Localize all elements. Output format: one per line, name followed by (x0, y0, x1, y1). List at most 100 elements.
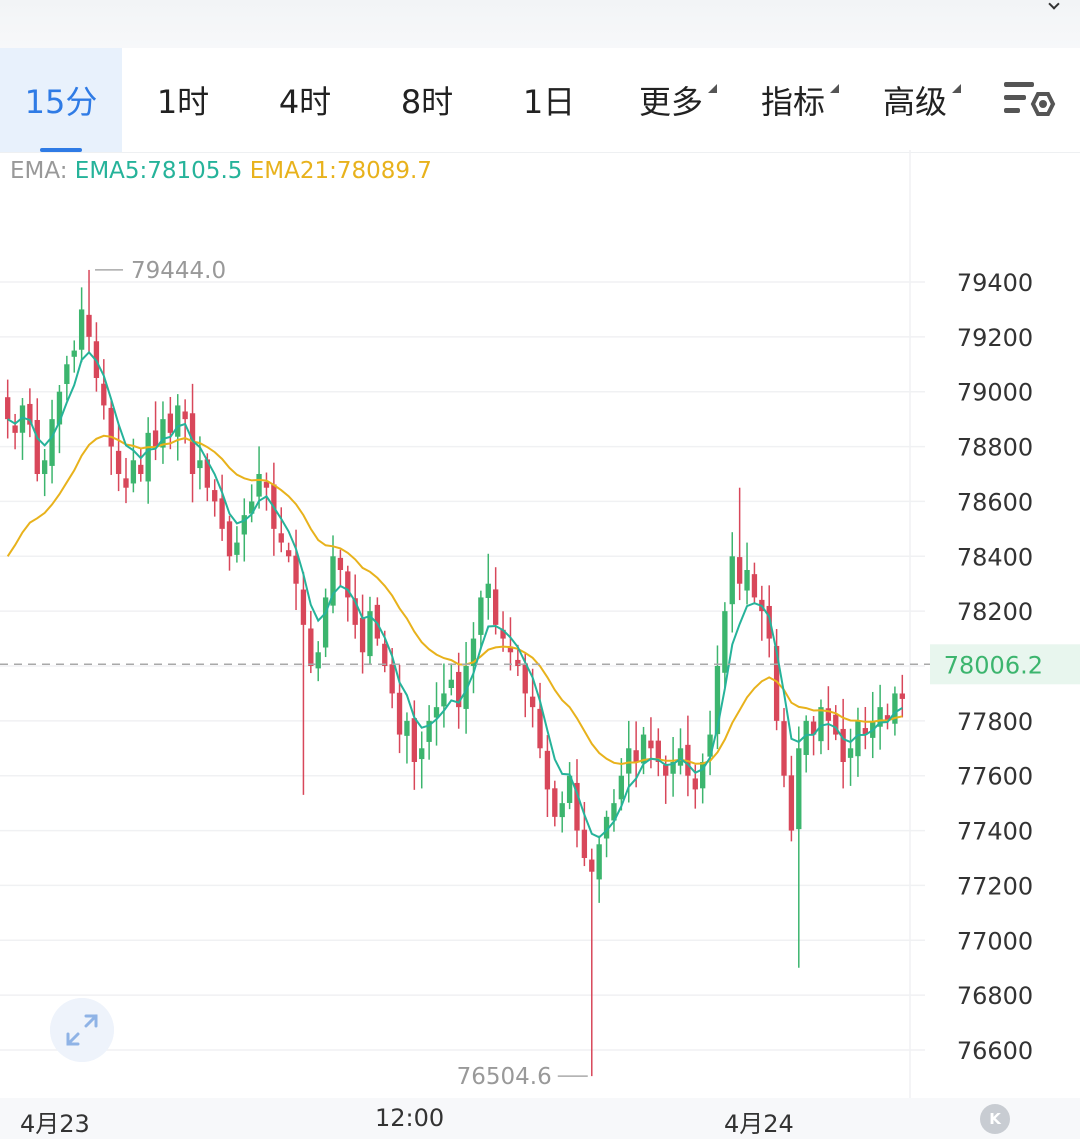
candle-body (574, 782, 580, 831)
candle-body (315, 652, 321, 669)
ema-legend: EMA: EMA5:78105.5 EMA21:78089.7 (10, 158, 432, 184)
candle-body (189, 413, 196, 474)
signal-corner-icon (1048, 0, 1060, 10)
candle-body (544, 750, 551, 790)
candle-body (744, 570, 750, 591)
candle-body (493, 589, 499, 625)
candle-body (411, 718, 417, 762)
y-tick-label: 78800 (957, 434, 1033, 462)
candle-body (847, 748, 854, 758)
chart-settings-icon[interactable] (1000, 78, 1056, 122)
low-marker-label: 76504.6 (457, 1064, 552, 1090)
candle-body (78, 309, 85, 350)
y-tick-label: 77800 (957, 708, 1033, 736)
candle-body (470, 638, 477, 666)
y-tick-label: 76800 (957, 982, 1033, 1010)
candle-body (566, 775, 573, 803)
x-axis-band (0, 1098, 1080, 1139)
candle-body (766, 605, 772, 639)
candle-body (197, 460, 203, 469)
candle-body (833, 714, 839, 735)
candle-body (840, 728, 846, 762)
candle-body (219, 498, 225, 529)
candle-body (537, 708, 543, 749)
candle-body (892, 693, 898, 724)
candle-body (285, 550, 292, 557)
candle-body (352, 598, 358, 625)
tab-label: 8时 (400, 83, 454, 121)
x-tick-label-0: 4月23 (20, 1110, 90, 1138)
candle-body (515, 659, 521, 666)
candle-body (788, 775, 795, 831)
tab-label: 指标 (760, 83, 825, 121)
tab-label: 高级 (882, 83, 947, 121)
status-bar (0, 0, 1080, 48)
candle-body (810, 721, 817, 735)
candle-body (263, 481, 270, 488)
tab-label: 4时 (278, 83, 332, 121)
dropdown-triangle-icon (708, 84, 717, 93)
candle-body (123, 478, 129, 488)
tab-more-dropdown[interactable]: 更多 (610, 48, 732, 152)
legend-ema5: EMA5:78105.5 (74, 158, 243, 184)
ema5-line (7, 350, 903, 839)
candle-body (293, 555, 299, 584)
tab-advanced-dropdown[interactable]: 高级 (854, 48, 976, 152)
tab-indicators-dropdown[interactable]: 指标 (732, 48, 854, 152)
candle-body (49, 419, 55, 466)
tab-15min[interactable]: 15分 (0, 48, 122, 152)
tab-1d[interactable]: 1日 (488, 48, 610, 152)
candle-body (12, 425, 18, 433)
candle-body (722, 611, 728, 673)
candle-body (552, 788, 558, 817)
high-marker-label: 79444.0 (131, 258, 226, 284)
candle-body (359, 617, 366, 653)
candle-body (345, 571, 351, 598)
candle-body (507, 646, 514, 653)
candle-body (367, 611, 373, 657)
expand-arrows-icon[interactable] (50, 998, 114, 1062)
tab-4h[interactable]: 4时 (244, 48, 366, 152)
candle-body (529, 696, 536, 708)
candle-body (603, 816, 610, 839)
candlestick-chart[interactable]: 7940079200790007880078600784007820078000… (0, 150, 1080, 1098)
candle-body (663, 764, 669, 776)
y-tick-label: 79200 (957, 324, 1033, 352)
candle-body (707, 734, 713, 757)
candle-body (182, 411, 188, 420)
candle-body (5, 397, 11, 420)
candle-body (374, 604, 381, 639)
y-tick-label: 77000 (957, 927, 1033, 955)
x-tick-label-2: 4月24 (724, 1110, 794, 1138)
candle-body (175, 405, 181, 437)
tab-8h[interactable]: 8时 (366, 48, 488, 152)
candle-body (419, 748, 425, 760)
candle-body (448, 679, 454, 689)
candle-body (855, 720, 861, 757)
tab-label: 1日 (522, 83, 576, 121)
tab-1h[interactable]: 1时 (122, 48, 244, 152)
candle-body (160, 419, 166, 448)
candle-body (478, 597, 484, 635)
candle-body (389, 664, 395, 694)
candle-body (145, 432, 151, 482)
candle-body (714, 666, 721, 735)
y-tick-label: 77600 (957, 763, 1033, 791)
candle-body (138, 464, 144, 474)
ema21-line (6, 434, 903, 766)
candle-body (640, 734, 647, 764)
candle-body (648, 740, 654, 749)
candle-body (226, 521, 233, 557)
dropdown-triangle-icon (952, 84, 961, 93)
candle-body (618, 775, 625, 800)
candle-body (463, 666, 469, 709)
candle-body (71, 350, 77, 357)
candle-body (152, 430, 159, 447)
current-price-label: 78006.2 (944, 651, 1043, 679)
candle-body (581, 829, 588, 858)
candle-body (559, 803, 565, 818)
y-tick-label: 76600 (957, 1037, 1033, 1065)
candle-body (115, 450, 122, 474)
k-badge[interactable]: K (980, 1104, 1010, 1134)
tab-label-wrap: 更多 (639, 77, 717, 123)
